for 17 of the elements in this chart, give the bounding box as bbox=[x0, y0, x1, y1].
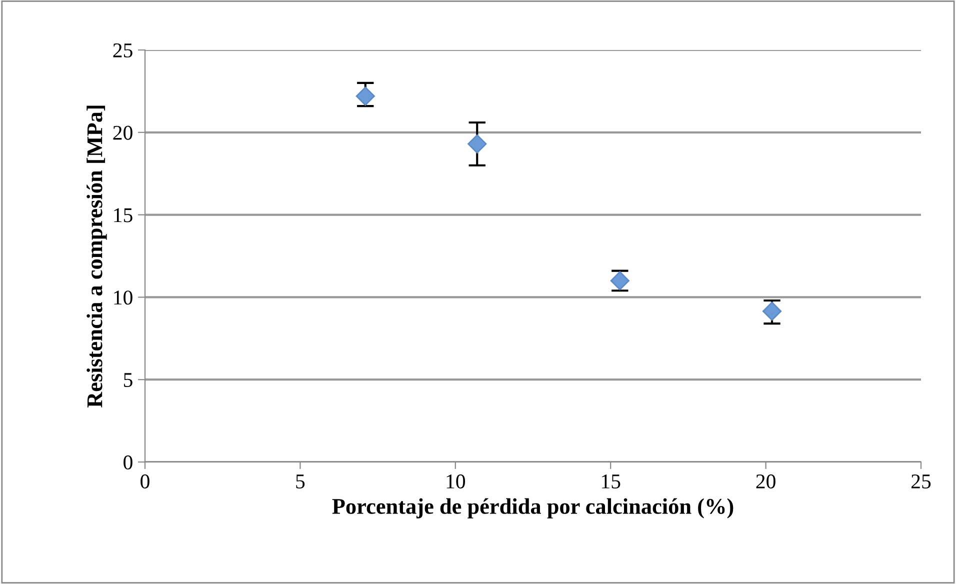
x-tick-label: 10 bbox=[446, 474, 466, 488]
y-tick-label: 10 bbox=[114, 290, 132, 305]
point bbox=[468, 134, 487, 154]
x-tick-label: 20 bbox=[756, 474, 776, 488]
y-tick-label: 25 bbox=[113, 43, 132, 58]
x-tick-label: 15 bbox=[602, 474, 620, 488]
x-tick-label: 5 bbox=[296, 474, 305, 488]
point bbox=[762, 302, 782, 321]
x-tick-label: 25 bbox=[912, 474, 931, 488]
y-tick-label: 15 bbox=[114, 208, 132, 222]
y-tick-label: 5 bbox=[124, 373, 132, 388]
x-tick-label: 0 bbox=[140, 474, 150, 488]
y-tick-label: 20 bbox=[113, 126, 132, 140]
y-tick-label: 0 bbox=[124, 455, 132, 470]
y-axis-title: Resistencia a compresión [MPa] bbox=[86, 106, 107, 408]
x-axis-title: Porcentaje de pérdida por calcinación (%) bbox=[332, 498, 734, 518]
point bbox=[356, 86, 375, 106]
